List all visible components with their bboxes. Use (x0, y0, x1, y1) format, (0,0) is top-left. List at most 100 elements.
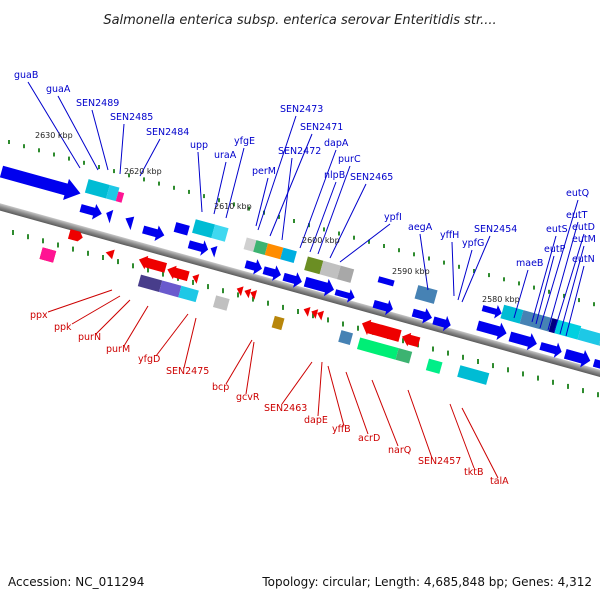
cds-feature[interactable] (377, 276, 395, 287)
feature-block[interactable] (425, 358, 443, 374)
cds-feature[interactable] (359, 318, 402, 344)
cds-feature[interactable] (302, 305, 311, 317)
gene-label[interactable]: ppx (30, 310, 48, 321)
gene-label[interactable]: dapA (324, 138, 349, 149)
cds-feature[interactable] (481, 301, 504, 320)
gene-label[interactable]: aegA (408, 222, 433, 233)
feature-block[interactable] (264, 243, 284, 260)
feature-block[interactable] (336, 265, 355, 283)
cds-feature[interactable] (310, 308, 319, 319)
gene-label[interactable]: eutQ (566, 188, 589, 199)
gene-label[interactable]: eutP (544, 244, 566, 255)
cds-feature[interactable] (249, 289, 258, 300)
cds-feature[interactable] (243, 256, 264, 276)
feature-block[interactable] (192, 219, 216, 239)
cds-feature[interactable] (235, 285, 244, 297)
feature-block[interactable] (395, 348, 413, 364)
cds-feature[interactable] (592, 355, 600, 375)
gene-label[interactable]: yfgD (138, 354, 160, 365)
cds-feature[interactable] (78, 200, 103, 221)
cds-feature[interactable] (563, 345, 593, 369)
cds-feature[interactable] (208, 244, 218, 258)
feature-block[interactable] (159, 280, 182, 298)
gene-label[interactable]: guaA (46, 84, 71, 95)
feature-block[interactable] (253, 240, 268, 255)
cds-feature[interactable] (475, 317, 509, 342)
gene-label[interactable]: SEN2475 (166, 366, 209, 377)
cds-feature[interactable] (243, 287, 252, 299)
feature-block[interactable] (548, 318, 559, 334)
gene-label[interactable]: SEN2484 (146, 127, 189, 138)
feature-block[interactable] (212, 295, 230, 311)
feature-block[interactable] (115, 191, 125, 203)
gene-label[interactable]: eutS (546, 224, 568, 235)
gene-label[interactable]: eutD (572, 222, 595, 233)
gene-label[interactable]: bcp (212, 382, 229, 393)
gene-label[interactable]: SEN2473 (280, 104, 323, 115)
cds-feature[interactable] (104, 248, 115, 260)
gene-label[interactable]: SEN2471 (300, 122, 343, 133)
feature-block[interactable] (280, 247, 297, 263)
cds-feature[interactable] (191, 273, 200, 284)
gene-label[interactable]: SEN2489 (76, 98, 119, 109)
gene-label[interactable]: gcvR (236, 392, 260, 403)
cds-feature[interactable] (507, 328, 539, 353)
gene-label[interactable]: purM (106, 344, 130, 355)
gene-label[interactable]: nlpB (324, 170, 345, 181)
gene-label[interactable]: maeB (516, 258, 543, 269)
feature-block[interactable] (319, 260, 341, 280)
feature-block[interactable] (500, 304, 524, 324)
cds-feature[interactable] (281, 269, 304, 289)
feature-block[interactable] (137, 274, 163, 293)
cds-feature[interactable] (538, 338, 563, 359)
gene-label[interactable]: SEN2454 (474, 224, 517, 235)
gene-label[interactable]: SEN2485 (110, 112, 153, 123)
cds-feature[interactable] (137, 254, 168, 275)
gene-label[interactable]: purN (78, 332, 101, 343)
gene-label[interactable]: SEN2457 (418, 456, 461, 467)
cds-feature[interactable] (334, 285, 357, 304)
feature-block[interactable] (356, 337, 399, 360)
gene-label[interactable]: eutM (572, 234, 596, 245)
feature-block[interactable] (39, 247, 57, 263)
cds-feature[interactable] (316, 309, 324, 321)
gene-label[interactable]: narQ (388, 445, 411, 456)
feature-block[interactable] (577, 328, 600, 346)
gene-label[interactable]: ypfI (384, 212, 402, 223)
cds-feature[interactable] (67, 229, 84, 242)
feature-block[interactable] (519, 310, 553, 332)
cds-feature[interactable] (400, 331, 421, 349)
gene-label[interactable]: uraA (214, 150, 237, 161)
feature-block[interactable] (106, 184, 120, 202)
cds-feature[interactable] (262, 262, 284, 282)
feature-block[interactable] (243, 237, 257, 252)
gene-label[interactable]: SEN2472 (278, 146, 321, 157)
cds-feature[interactable] (104, 208, 114, 224)
gene-label[interactable]: perM (252, 166, 276, 177)
cds-feature[interactable] (123, 215, 135, 231)
gene-label[interactable]: SEN2463 (264, 403, 307, 414)
gene-label[interactable]: purC (338, 154, 361, 165)
cds-feature[interactable] (165, 264, 190, 283)
cds-feature[interactable] (372, 296, 396, 317)
cds-feature[interactable] (0, 161, 83, 204)
gene-label[interactable]: ypfG (462, 238, 484, 249)
feature-block[interactable] (271, 315, 285, 331)
cds-feature[interactable] (303, 273, 337, 298)
gene-label[interactable]: yffB (332, 424, 351, 435)
cds-feature[interactable] (411, 305, 435, 326)
cds-feature[interactable] (431, 313, 453, 333)
gene-label[interactable]: acrD (358, 433, 380, 444)
gene-label[interactable]: upp (190, 140, 208, 151)
feature-block[interactable] (84, 179, 110, 199)
feature-block[interactable] (211, 224, 229, 242)
feature-block[interactable] (338, 330, 354, 345)
cds-feature[interactable] (173, 222, 190, 236)
gene-label[interactable]: eutN (572, 254, 595, 265)
cds-feature[interactable] (187, 237, 211, 258)
gene-label[interactable]: dapE (304, 415, 328, 426)
feature-block[interactable] (178, 285, 199, 303)
gene-label[interactable]: ppk (54, 322, 72, 333)
gene-label[interactable]: SEN2465 (350, 172, 393, 183)
gene-label[interactable]: guaB (14, 70, 38, 81)
